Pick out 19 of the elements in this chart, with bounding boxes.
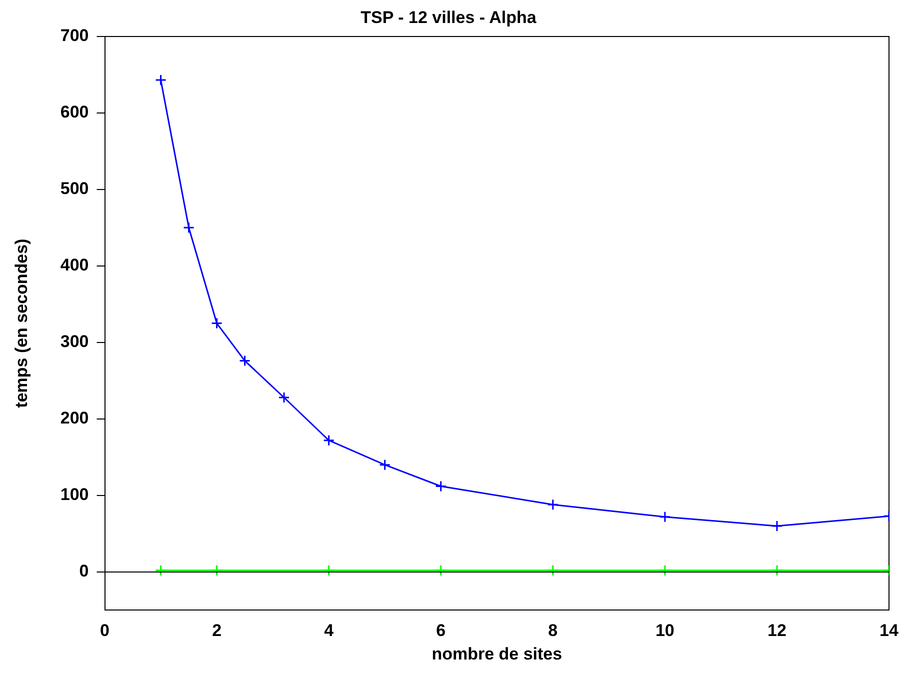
y-tick-label: 400 bbox=[60, 256, 89, 275]
y-tick-label: 0 bbox=[79, 562, 89, 581]
y-tick-label: 100 bbox=[60, 485, 89, 504]
x-tick-label: 14 bbox=[880, 621, 899, 640]
x-tick-label: 0 bbox=[100, 621, 110, 640]
x-axis-title: nombre de sites bbox=[432, 644, 562, 664]
x-tick-label: 2 bbox=[212, 621, 222, 640]
chart-title: TSP - 12 villes - Alpha bbox=[360, 8, 537, 27]
x-tick-label: 10 bbox=[655, 621, 674, 640]
y-tick-label: 700 bbox=[60, 26, 89, 46]
y-tick-label: 600 bbox=[60, 102, 89, 122]
x-tick-label: 6 bbox=[436, 621, 446, 640]
y-tick-label: 200 bbox=[60, 408, 89, 428]
x-tick-label: 12 bbox=[768, 621, 786, 640]
x-tick-label: 4 bbox=[324, 621, 334, 640]
x-tick-label: 8 bbox=[548, 621, 558, 640]
y-axis-title: temps (en secondes) bbox=[12, 238, 31, 408]
y-tick-label: 300 bbox=[60, 332, 89, 352]
y-tick-label: 500 bbox=[60, 179, 89, 198]
